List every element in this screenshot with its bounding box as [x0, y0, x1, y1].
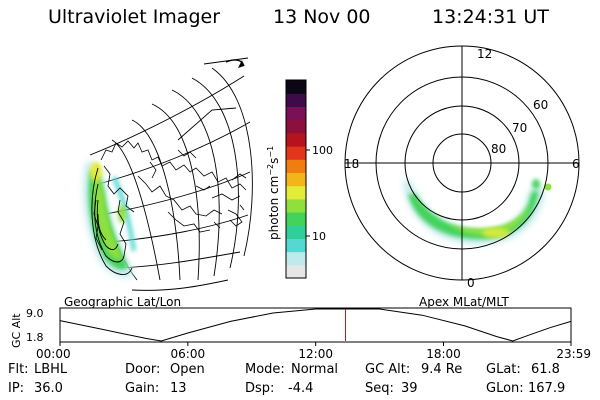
glat-label: GLat: — [486, 362, 521, 377]
colorbar-band — [286, 119, 306, 134]
y-tick-1.8: 1.8 — [26, 331, 44, 344]
ip-label: IP: — [8, 381, 25, 396]
gain-value: 13 — [170, 381, 187, 396]
polar-caption: Apex MLat/MLT — [419, 295, 509, 309]
intensity-colorbar: 100 10 photon cm−2s−1 — [266, 79, 333, 279]
colorbar-tick-10: 10 — [312, 230, 326, 243]
colorbar-band — [286, 146, 306, 160]
orbit-arrowhead — [238, 60, 244, 68]
geo-gridline — [151, 103, 200, 281]
mlat-label-80: 80 — [491, 142, 506, 156]
x-tick-label: 00:00 — [36, 347, 71, 361]
polar-plot: 12 18 6 0 80 70 60 Apex MLat/MLT — [344, 45, 580, 309]
door-label: Door: — [125, 362, 161, 377]
gc-alt-timeline: 9.0 1.8 GC Alt 00:00 06:00 12:00 18:00 23:59 — [10, 307, 591, 361]
colorbar-band — [286, 132, 306, 147]
colorbar-frame — [285, 79, 307, 279]
gc-alt-series-line — [59, 308, 572, 342]
auroral-oval — [403, 179, 552, 245]
x-tick-label: 18:00 — [426, 347, 461, 361]
geo-caption: Geographic Lat/Lon — [64, 295, 181, 309]
colorbar-band — [286, 159, 306, 173]
geo-gridline — [117, 251, 241, 269]
mlt-label-0: 0 — [467, 276, 475, 290]
limb-ovals — [91, 167, 133, 275]
colorbar-gradient — [286, 80, 306, 279]
auroral-emission-geo — [83, 161, 136, 278]
y-axis-label: GC Alt — [10, 313, 23, 348]
geo-gridline — [111, 139, 161, 281]
colorbar-band — [286, 225, 306, 239]
geo-gridline — [89, 75, 245, 156]
app-title: Ultraviolet Imager — [48, 6, 221, 28]
dsp-value: -4.4 — [288, 381, 314, 396]
mlat-label-70: 70 — [512, 121, 527, 135]
geo-gridline — [203, 57, 249, 65]
geographic-map: Geographic Lat/Lon — [64, 57, 253, 309]
status-panel: Flt: LBHL IP: 36.0 Door: Open Gain: 13 M… — [8, 362, 598, 400]
gc-alt-label: GC Alt: — [365, 362, 411, 377]
mlat-label-60: 60 — [533, 98, 548, 112]
geo-gridline — [94, 121, 251, 186]
glat-value: 61.8 — [531, 362, 560, 377]
glon-value: 167.9 — [528, 381, 566, 396]
observation-date: 13 Nov 00 — [273, 6, 371, 28]
geo-gridline — [107, 214, 249, 243]
colorbar-band — [286, 212, 306, 226]
geo-gridline — [191, 77, 239, 269]
mlt-label-18: 18 — [344, 157, 359, 171]
geo-gridline — [131, 119, 181, 281]
colorbar-band — [286, 185, 306, 200]
mode-label: Mode: — [245, 362, 285, 377]
y-tick-9.0: 9.0 — [26, 307, 44, 320]
x-tick-label: 06:00 — [171, 347, 206, 361]
geo-gridline — [131, 279, 229, 291]
colorbar-band — [286, 251, 306, 266]
colorbar-band — [286, 198, 306, 213]
colorbar-unit-label: photon cm−2s−1 — [266, 146, 281, 240]
colorbar-band — [286, 238, 306, 253]
seq-label: Seq: — [365, 381, 394, 396]
ip-value: 36.0 — [34, 381, 63, 396]
colorbar-band — [286, 106, 306, 121]
geo-gridline — [171, 89, 220, 277]
gain-label: Gain: — [125, 381, 160, 396]
colorbar-band — [286, 172, 306, 187]
x-tick-label: 23:59 — [556, 347, 591, 361]
geo-gridline — [177, 107, 237, 141]
glon-label: GLon: — [486, 381, 524, 396]
colorbar-tick-100: 100 — [312, 144, 333, 157]
mlt-label-6: 6 — [572, 157, 580, 171]
colorbar-band — [286, 264, 306, 279]
colorbar-band — [286, 93, 306, 107]
door-value: Open — [170, 362, 205, 377]
observation-time: 13:24:31 UT — [432, 6, 549, 28]
mlt-label-12: 12 — [477, 47, 492, 61]
gc-alt-value: 9.4 Re — [421, 362, 463, 377]
seq-value: 39 — [401, 381, 418, 396]
geo-gridline — [211, 67, 253, 257]
x-tick-label: 12:00 — [298, 347, 333, 361]
colorbar-band — [286, 80, 306, 94]
dsp-label: Dsp: — [245, 381, 275, 396]
filter-label: Flt: — [8, 362, 29, 377]
mode-value: Normal — [291, 362, 339, 377]
filter-value: LBHL — [34, 362, 68, 377]
